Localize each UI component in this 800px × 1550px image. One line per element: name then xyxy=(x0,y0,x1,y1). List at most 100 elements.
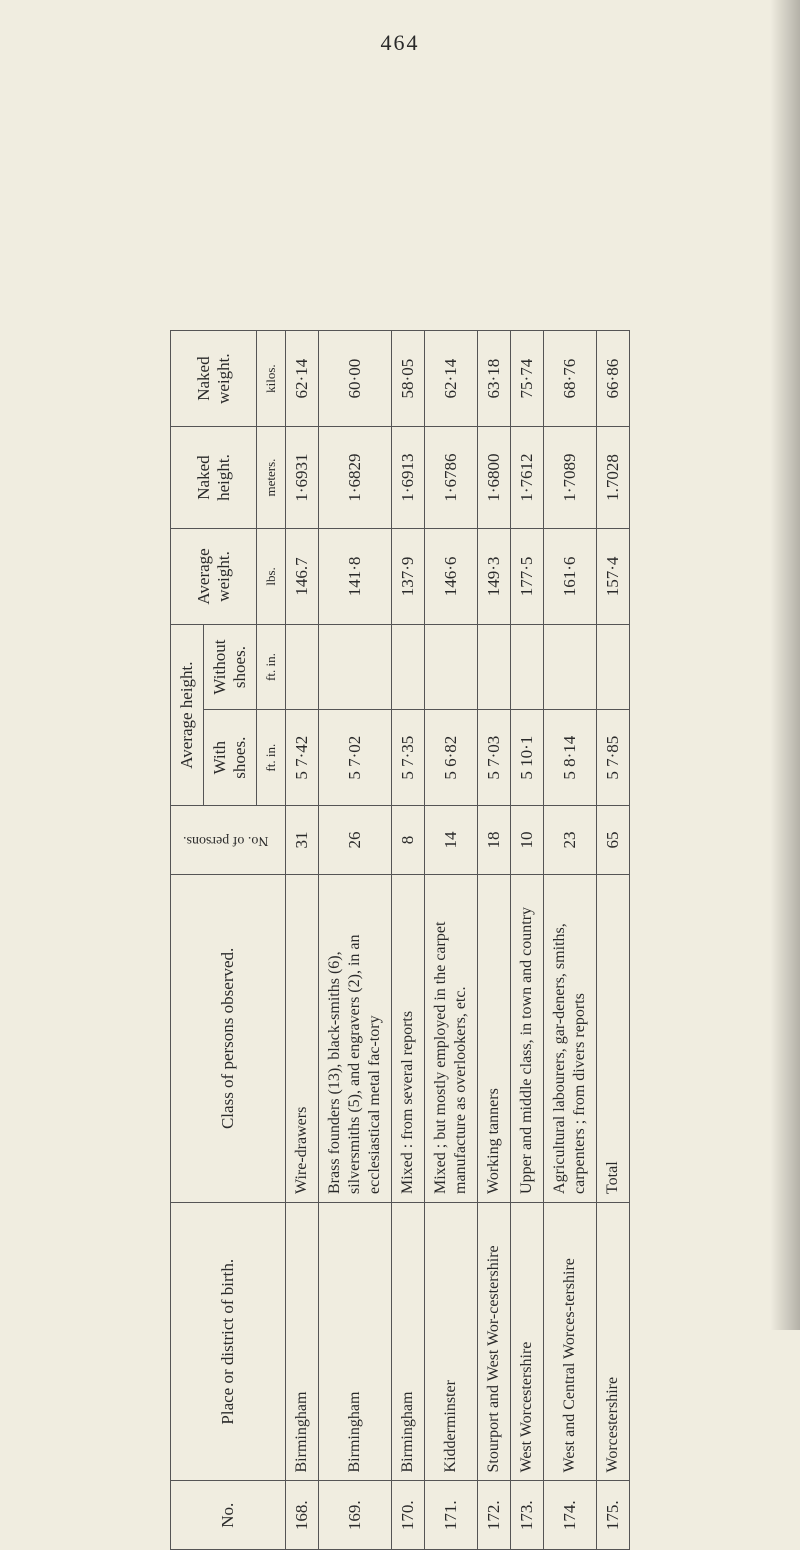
cell-persons: 26 xyxy=(319,806,392,875)
cell-naked-height: 1·6786 xyxy=(425,427,478,529)
cell-without-shoes xyxy=(392,625,425,710)
cell-no: 173. xyxy=(511,1481,544,1550)
unit-meters: meters. xyxy=(257,427,286,529)
cell-place: Birmingham xyxy=(392,1202,425,1481)
cell-naked-height: 1·6829 xyxy=(319,427,392,529)
table-row: 171. Kidderminster Mixed ; but mostly em… xyxy=(425,331,478,1550)
table-row: 168. Birmingham Wire-drawers 31 5 7·42 1… xyxy=(286,331,319,1550)
cell-without-shoes xyxy=(478,625,511,710)
cell-naked-weight: 58·05 xyxy=(392,331,425,427)
table-row: 175. Worcestershire Total 65 5 7·85 157·… xyxy=(597,331,630,1550)
cell-naked-height: 1·7089 xyxy=(544,427,597,529)
cell-without-shoes xyxy=(425,625,478,710)
cell-class: Brass founders (13), black-smiths (6), s… xyxy=(319,874,392,1202)
cell-without-shoes xyxy=(286,625,319,710)
cell-without-shoes xyxy=(319,625,392,710)
cell-naked-height: 1·7612 xyxy=(511,427,544,529)
table-row: 174. West and Central Worces-tershire Ag… xyxy=(544,331,597,1550)
cell-persons: 23 xyxy=(544,806,597,875)
table-body: 168. Birmingham Wire-drawers 31 5 7·42 1… xyxy=(286,331,630,1550)
cell-place: Kidderminster xyxy=(425,1202,478,1481)
cell-naked-height: 1·6931 xyxy=(286,427,319,529)
cell-place: Worcestershire xyxy=(597,1202,630,1481)
col-naked-height: Naked height. xyxy=(171,427,257,529)
table-row: 169. Birmingham Brass founders (13), bla… xyxy=(319,331,392,1550)
cell-persons: 18 xyxy=(478,806,511,875)
cell-class: Upper and middle class, in town and coun… xyxy=(511,874,544,1202)
cell-avg-weight: 149·3 xyxy=(478,528,511,624)
cell-persons: 8 xyxy=(392,806,425,875)
cell-with-shoes: 5 7·42 xyxy=(286,710,319,806)
cell-no: 168. xyxy=(286,1481,319,1550)
cell-with-shoes: 5 8·14 xyxy=(544,710,597,806)
col-persons-label: No. of persons. xyxy=(183,832,269,848)
cell-persons: 14 xyxy=(425,806,478,875)
cell-avg-weight: 157·4 xyxy=(597,528,630,624)
cell-class: Working tanners xyxy=(478,874,511,1202)
cell-persons: 10 xyxy=(511,806,544,875)
cell-naked-height: 1.7028 xyxy=(597,427,630,529)
col-persons: No. of persons. xyxy=(171,806,286,875)
cell-naked-weight: 60·00 xyxy=(319,331,392,427)
cell-without-shoes xyxy=(511,625,544,710)
page-number: 464 xyxy=(50,30,750,56)
cell-with-shoes: 5 10·1 xyxy=(511,710,544,806)
cell-persons: 31 xyxy=(286,806,319,875)
unit-kilos: kilos. xyxy=(257,331,286,427)
col-naked-weight: Naked weight. xyxy=(171,331,257,427)
cell-place: Birmingham xyxy=(286,1202,319,1481)
cell-no: 170. xyxy=(392,1481,425,1550)
cell-naked-height: 1·6913 xyxy=(392,427,425,529)
table-row: 173. West Worcestershire Upper and middl… xyxy=(511,331,544,1550)
cell-class: Total xyxy=(597,874,630,1202)
cell-with-shoes: 5 7·02 xyxy=(319,710,392,806)
cell-naked-height: 1·6800 xyxy=(478,427,511,529)
data-table: No. Place or district of birth. Class of… xyxy=(170,330,630,1550)
cell-naked-weight: 66·86 xyxy=(597,331,630,427)
table-row: 172. Stourport and West Wor-cestershire … xyxy=(478,331,511,1550)
cell-naked-weight: 62·14 xyxy=(286,331,319,427)
cell-persons: 65 xyxy=(597,806,630,875)
unit-ft-in: ft. in. xyxy=(257,710,286,806)
cell-no: 171. xyxy=(425,1481,478,1550)
header-row-1: No. Place or district of birth. Class of… xyxy=(171,331,204,1550)
cell-no: 174. xyxy=(544,1481,597,1550)
cell-with-shoes: 5 6·82 xyxy=(425,710,478,806)
cell-place: West Worcestershire xyxy=(511,1202,544,1481)
col-avg-weight: Average weight. xyxy=(171,528,257,624)
cell-place: Stourport and West Wor-cestershire xyxy=(478,1202,511,1481)
cell-naked-weight: 62·14 xyxy=(425,331,478,427)
unit-ft-in2: ft. in. xyxy=(257,625,286,710)
cell-avg-weight: 177·5 xyxy=(511,528,544,624)
cell-class: Agricultural labourers, gar-deners, smit… xyxy=(544,874,597,1202)
cell-place: Birmingham xyxy=(319,1202,392,1481)
cell-with-shoes: 5 7·85 xyxy=(597,710,630,806)
cell-class: Mixed ; but mostly employed in the carpe… xyxy=(425,874,478,1202)
cell-class: Mixed : from several reports xyxy=(392,874,425,1202)
col-class: Class of persons observed. xyxy=(171,874,286,1202)
cell-avg-weight: 137·9 xyxy=(392,528,425,624)
unit-lbs: lbs. xyxy=(257,528,286,624)
cell-with-shoes: 5 7·03 xyxy=(478,710,511,806)
table-row: 170. Birmingham Mixed : from several rep… xyxy=(392,331,425,1550)
cell-without-shoes xyxy=(544,625,597,710)
cell-avg-weight: 141·8 xyxy=(319,528,392,624)
cell-no: 169. xyxy=(319,1481,392,1550)
data-table-wrap: No. Place or district of birth. Class of… xyxy=(170,330,630,1550)
col-place: Place or district of birth. xyxy=(171,1202,286,1481)
cell-without-shoes xyxy=(597,625,630,710)
cell-class: Wire-drawers xyxy=(286,874,319,1202)
cell-place: West and Central Worces-tershire xyxy=(544,1202,597,1481)
cell-avg-weight: 146·6 xyxy=(425,528,478,624)
cell-avg-weight: 146.7 xyxy=(286,528,319,624)
scan-shadow xyxy=(770,0,800,1330)
page: 464 No. Place or district of birth. Clas… xyxy=(50,30,750,1290)
cell-naked-weight: 68·76 xyxy=(544,331,597,427)
cell-naked-weight: 75·74 xyxy=(511,331,544,427)
col-no: No. xyxy=(171,1481,286,1550)
col-with-shoes: With shoes. xyxy=(204,710,257,806)
cell-avg-weight: 161·6 xyxy=(544,528,597,624)
col-without-shoes: Without shoes. xyxy=(204,625,257,710)
cell-no: 175. xyxy=(597,1481,630,1550)
cell-naked-weight: 63·18 xyxy=(478,331,511,427)
